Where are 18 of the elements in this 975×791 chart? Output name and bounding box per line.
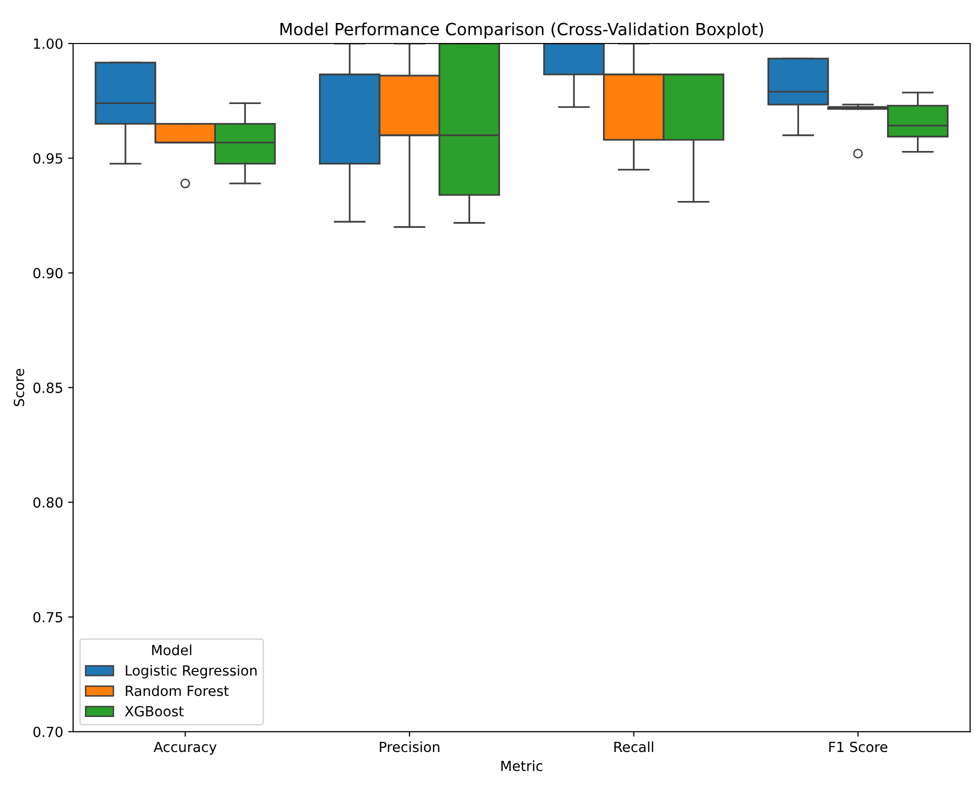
legend-label: XGBoost (124, 706, 184, 716)
chart-title: Model Performance Comparison (Cross-Validation Boxplot) (280, 22, 763, 39)
legend-title: Model (152, 644, 192, 656)
y-axis-title: Score (14, 368, 24, 406)
y-tick-label: 1.00 (34, 38, 62, 49)
y-tick-label: 0.80 (33, 497, 62, 508)
x-tick-label: Accuracy (154, 742, 217, 755)
x-tick-label: F1 Score (829, 742, 888, 752)
legend-label: Logistic Regression (126, 664, 257, 678)
x-tick-label: Precision (380, 741, 440, 752)
y-tick-label: 0.90 (33, 268, 62, 278)
y-tick-label: 0.95 (33, 153, 62, 164)
y-tick-label: 0.85 (33, 382, 62, 394)
y-tick-label: 0.70 (33, 726, 62, 738)
x-tick-label: Recall (614, 741, 654, 752)
y-tick-label: 0.75 (33, 612, 62, 622)
legend-label: Random Forest (126, 685, 229, 696)
x-axis-title: Metric (501, 760, 542, 772)
